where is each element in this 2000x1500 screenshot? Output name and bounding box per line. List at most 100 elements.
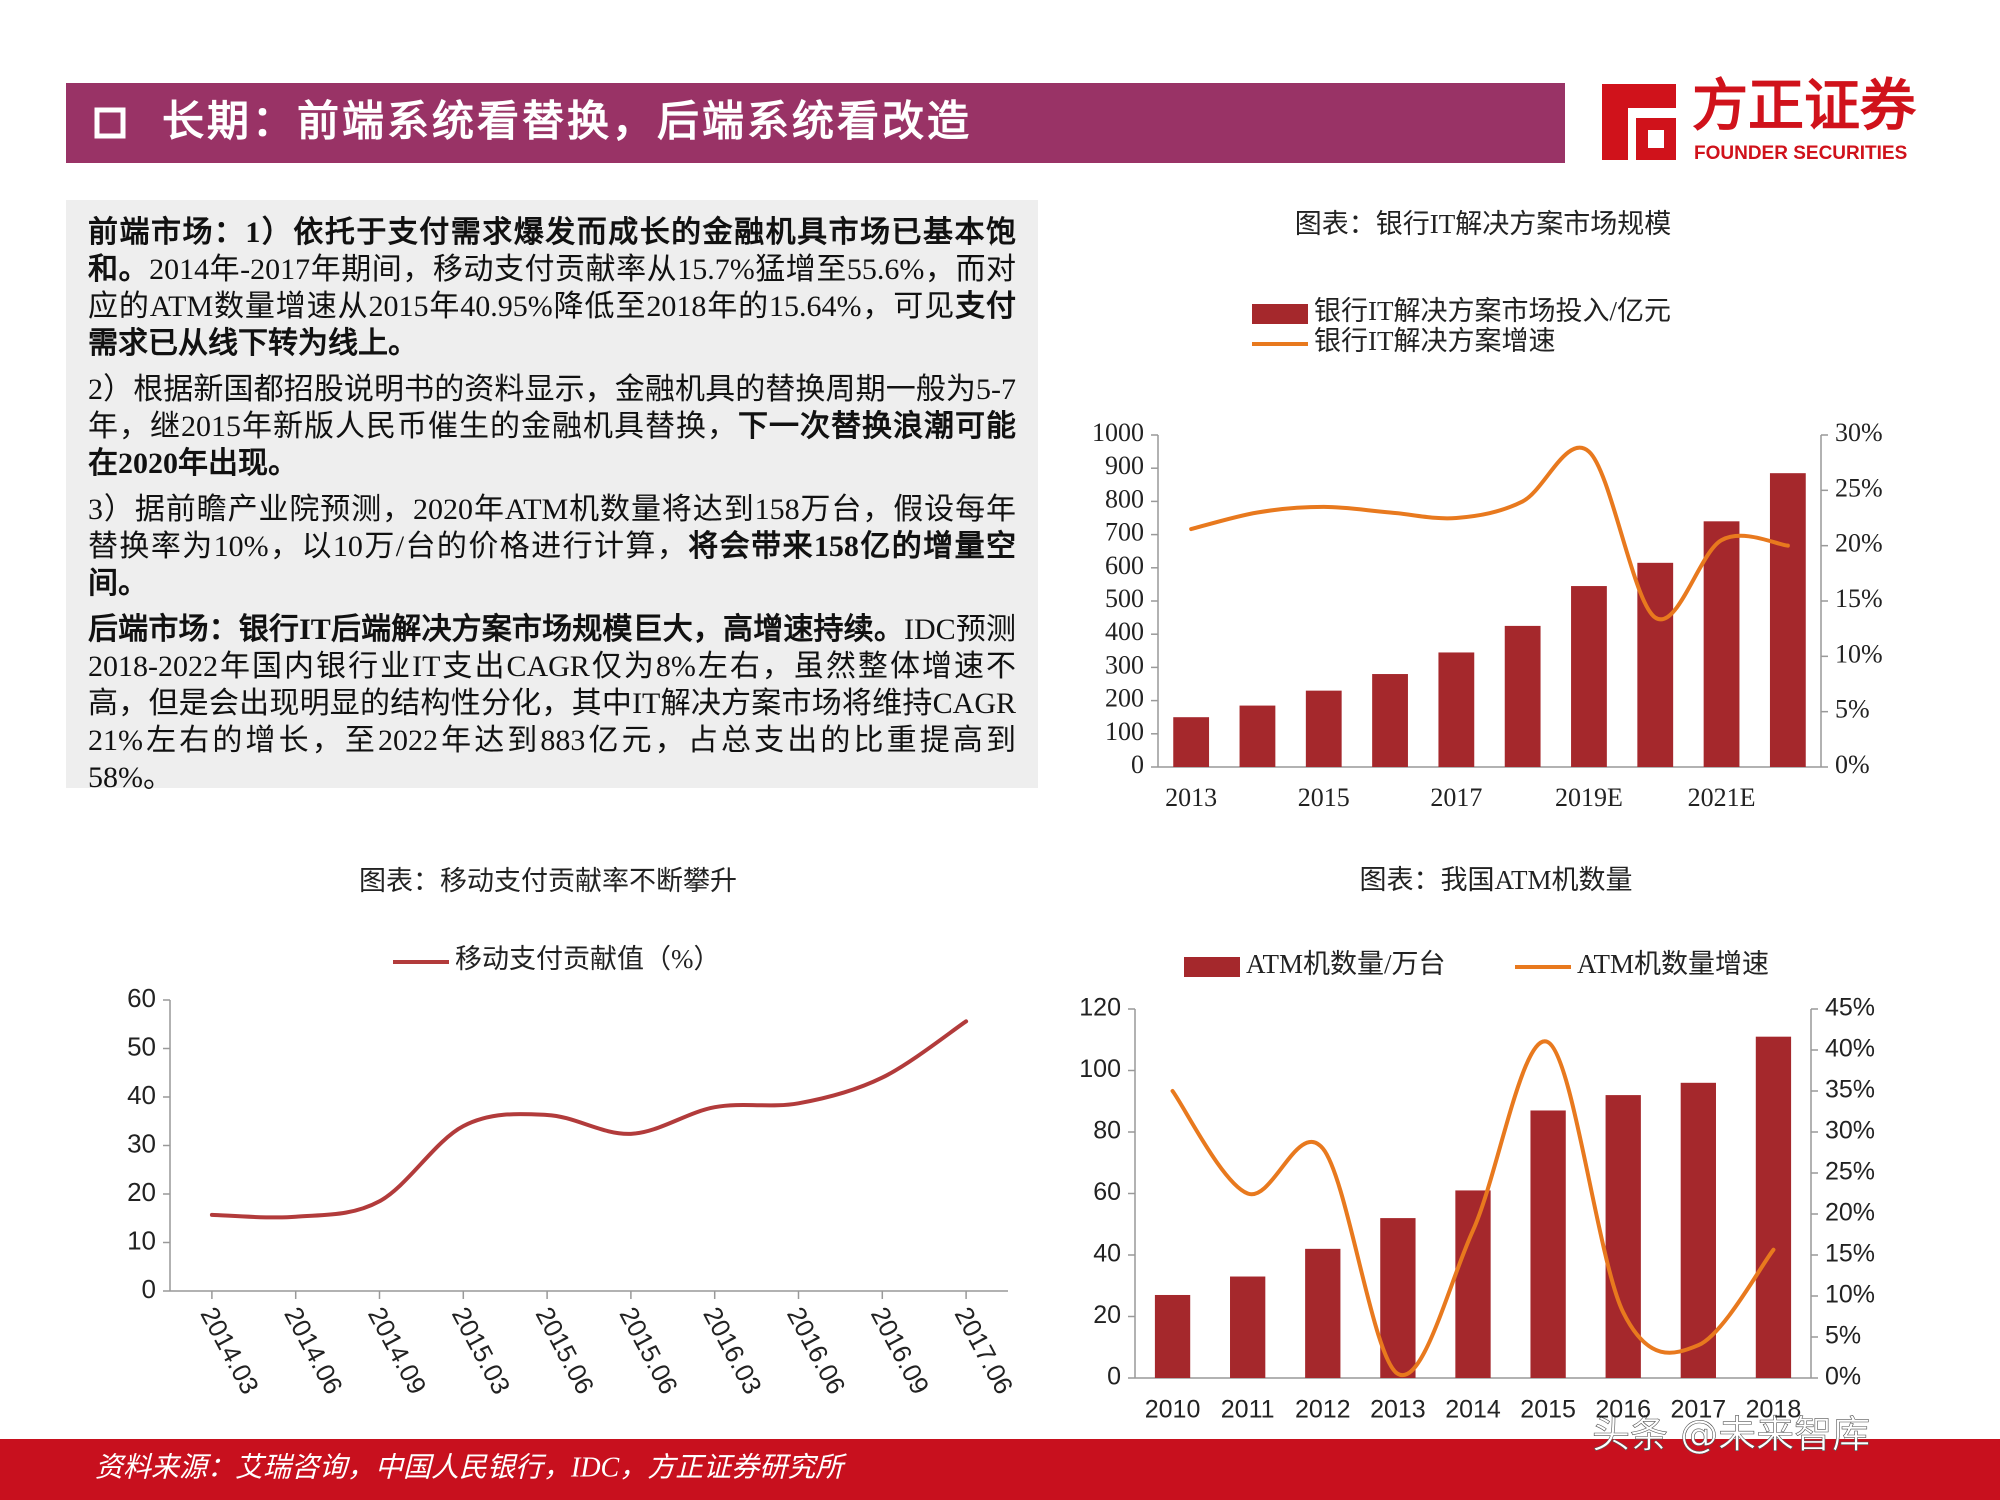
y-tick-label: 400: [1105, 617, 1144, 646]
header-title: 长期：前端系统看替换，后端系统看改造: [162, 99, 972, 146]
chart-title: 图表：移动支付贡献率不断攀升: [359, 866, 737, 896]
line: [1170, 1039, 1776, 1378]
bar: [1680, 1082, 1716, 1378]
bar: [1530, 1110, 1566, 1378]
y2-tick-label: 0%: [1825, 1363, 1861, 1391]
x-tick-label: 2012: [1295, 1396, 1351, 1424]
bar: [1239, 705, 1276, 767]
bold-text: 前端市场：1）依托于支付需求爆发而成长的金融机具市场已基本饱和。: [88, 216, 1016, 286]
y2-tick-label: 0%: [1835, 750, 1870, 779]
y-tick-label: 800: [1105, 484, 1144, 513]
y-tick-label: 1000: [1092, 418, 1144, 447]
legend-label: ATM机数量/万台: [1246, 949, 1446, 979]
y-tick-label: 100: [1105, 717, 1144, 746]
y-tick-label: 600: [1105, 551, 1144, 580]
legend-swatch: [1252, 304, 1308, 324]
header-icon: [94, 107, 126, 139]
y-tick-label: 80: [1093, 1117, 1121, 1145]
y2-tick-label: 10%: [1835, 639, 1883, 668]
x-tick-label: 2015.03: [446, 1302, 517, 1399]
y-tick-label: 120: [1079, 994, 1121, 1022]
y-tick-label: 300: [1105, 650, 1144, 679]
y-tick-label: 30: [127, 1128, 156, 1158]
paragraph: 2）根据新国都招股说明书的资料显示，金融机具的替换周期一般为5-7年，继2015…: [88, 371, 1016, 482]
x-tick-label: 2014.03: [195, 1302, 266, 1399]
y-tick-label: 40: [1093, 1240, 1121, 1268]
y-tick-label: 100: [1079, 1055, 1121, 1083]
footer-bar: [0, 1439, 2000, 1500]
y-tick-label: 10: [127, 1225, 156, 1255]
x-tick-label: 2013: [1370, 1396, 1426, 1424]
x-tick-label: 2014.09: [362, 1302, 433, 1399]
footer-source: 资料来源：艾瑞咨询，中国人民银行，IDC，方正证券研究所: [95, 1452, 847, 1483]
y2-tick-label: 5%: [1835, 695, 1870, 724]
text: 3）据前瞻产业院预测，2020年ATM机数量将达到158万台，假设每年替换率为1…: [88, 493, 1016, 563]
bar: [1230, 1276, 1266, 1378]
bar: [1769, 473, 1806, 767]
line: [209, 1019, 969, 1220]
y-tick-label: 200: [1105, 684, 1144, 713]
y2-tick-label: 45%: [1825, 994, 1875, 1022]
legend-label: ATM机数量增速: [1577, 949, 1769, 979]
y-tick-label: 500: [1105, 584, 1144, 613]
x-tick-label: 2015: [1298, 783, 1350, 812]
paragraph: 前端市场：1）依托于支付需求爆发而成长的金融机具市场已基本饱和。2014年-20…: [88, 214, 1016, 362]
y2-tick-label: 20%: [1825, 1199, 1875, 1227]
y2-tick-label: 35%: [1825, 1076, 1875, 1104]
x-tick-label: 2015: [1520, 1396, 1576, 1424]
bar: [1571, 586, 1607, 767]
bar: [1305, 690, 1342, 767]
chart: 图表：我国ATM机数量 0 20 40 60 80 100 120 0% 5% 10% 15% 20% 2…: [1079, 865, 1875, 1423]
x-tick-label: 2017: [1430, 783, 1482, 812]
y2-tick-label: 10%: [1825, 1281, 1875, 1309]
legend-label: 银行IT解决方案市场投入/亿元: [1314, 296, 1671, 326]
x-tick-label: 2017.06: [949, 1302, 1020, 1399]
paragraph: 后端市场：银行IT后端解决方案市场规模巨大，高增速持续。IDC预测2018-20…: [88, 611, 1016, 796]
y2-tick-label: 5%: [1825, 1322, 1861, 1350]
y-tick-label: 20: [127, 1177, 156, 1207]
bar: [1703, 521, 1740, 767]
logo-english: FOUNDER SECURITIES: [1694, 143, 1907, 164]
x-tick-label: 2014.06: [278, 1302, 349, 1399]
y2-tick-label: 25%: [1825, 1158, 1875, 1186]
y2-tick-label: 30%: [1835, 418, 1883, 447]
text: 2014年-2017年期间，移动支付贡献率从15.7%猛增至55.6%，而对应的…: [88, 253, 1016, 323]
x-tick-label: 2016.06: [781, 1302, 852, 1399]
y2-tick-label: 15%: [1825, 1240, 1875, 1268]
line: [1189, 445, 1790, 622]
chart-title: 图表：我国ATM机数量: [1359, 865, 1632, 895]
y-tick-label: 0: [142, 1274, 156, 1304]
bold-text: 下一次替换浪潮可能在2020年出现。: [88, 410, 1016, 480]
x-tick-label: 2016.03: [697, 1302, 768, 1399]
x-tick-label: 2017: [1671, 1396, 1727, 1424]
paragraph: 3）据前瞻产业院预测，2020年ATM机数量将达到158万台，假设每年替换率为1…: [88, 491, 1016, 602]
y-tick-label: 0: [1131, 750, 1144, 779]
watermark: 头条 @未来智库: [1592, 1413, 1870, 1457]
legend-label: 银行IT解决方案增速: [1314, 326, 1555, 356]
y2-tick-label: 40%: [1825, 1035, 1875, 1063]
bar: [1755, 1036, 1792, 1378]
y-tick-label: 0: [1107, 1363, 1121, 1391]
x-tick-label: 2010: [1145, 1396, 1201, 1424]
text: 2）根据新国都招股说明书的资料显示，金融机具的替换周期一般为5-7年，继2015…: [88, 373, 1016, 443]
x-tick-label: 2014: [1445, 1396, 1501, 1424]
bar: [1372, 674, 1408, 767]
y2-tick-label: 25%: [1835, 473, 1883, 502]
chart-title: 图表：银行IT解决方案市场规模: [1295, 209, 1671, 239]
header-bar: [66, 83, 1565, 163]
text-box: 前端市场：1）依托于支付需求爆发而成长的金融机具市场已基本饱和。2014年-20…: [66, 200, 1038, 794]
x-tick-label: 2021E: [1688, 783, 1756, 812]
bar: [1504, 625, 1541, 767]
y-tick-label: 60: [127, 983, 156, 1013]
y2-tick-label: 20%: [1835, 529, 1883, 558]
y-tick-label: 20: [1093, 1301, 1121, 1329]
x-tick-label: 2015.06: [530, 1302, 601, 1399]
legend-swatch: [1184, 957, 1240, 977]
y-tick-label: 60: [1093, 1178, 1121, 1206]
bar: [1305, 1248, 1341, 1378]
bold-text: 后端市场：银行IT后端解决方案市场规模巨大，高增速持续。: [88, 613, 905, 646]
x-tick-label: 2018: [1746, 1396, 1802, 1424]
